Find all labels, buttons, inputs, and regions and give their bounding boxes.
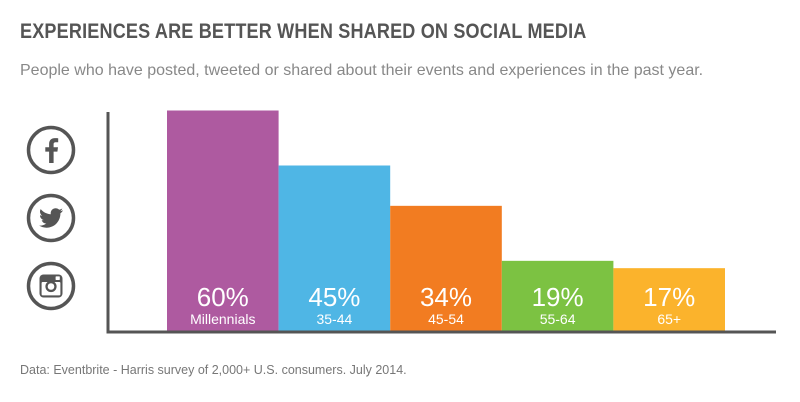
bar-value-label: 60%	[197, 282, 249, 312]
twitter-icon	[26, 193, 76, 243]
data-source-note: Data: Eventbrite - Harris survey of 2,00…	[20, 363, 407, 377]
bar-value-label: 34%	[420, 282, 472, 312]
bar-value-label: 19%	[532, 282, 584, 312]
bar-category-label: 55-64	[540, 311, 576, 327]
bar-45-54	[390, 205, 502, 331]
instagram-icon	[26, 261, 76, 311]
bar-millennials	[167, 110, 279, 331]
bar-35-44	[278, 165, 391, 331]
facebook-icon	[26, 125, 76, 175]
social-icons	[26, 125, 80, 329]
bar-65-	[613, 268, 725, 331]
bar-55-64	[501, 260, 614, 331]
bar-category-label: Millennials	[190, 311, 255, 327]
bar-category-label: 65+	[657, 311, 681, 327]
chart-title: EXPERIENCES ARE BETTER WHEN SHARED ON SO…	[20, 20, 587, 43]
bar-category-label: 45-54	[428, 311, 464, 327]
chart-subtitle: People who have posted, tweeted or share…	[20, 62, 704, 79]
bar-value-label: 45%	[308, 282, 360, 312]
bar-value-label: 17%	[643, 282, 695, 312]
bar-category-label: 35-44	[316, 311, 352, 327]
